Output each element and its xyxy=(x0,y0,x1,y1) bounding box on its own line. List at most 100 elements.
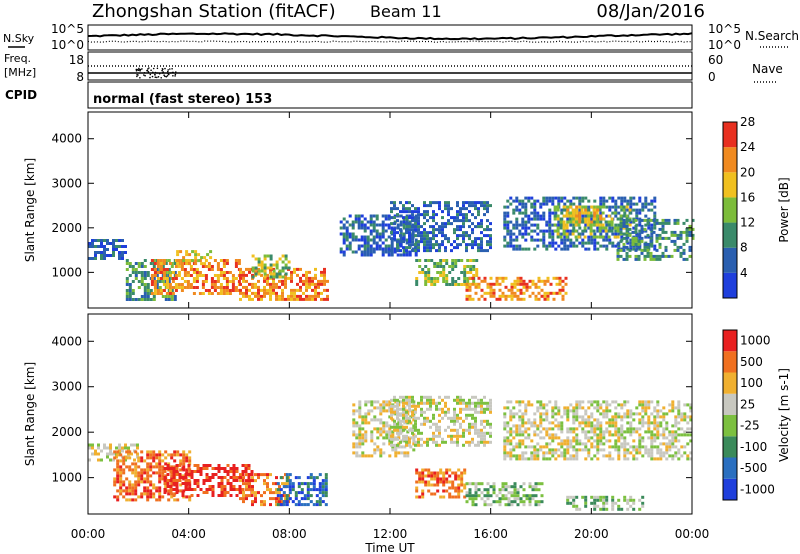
echo-cell xyxy=(106,254,109,257)
echo-cell xyxy=(128,274,132,277)
echo-cell xyxy=(396,404,399,408)
echo-cell xyxy=(605,406,609,410)
echo-cell xyxy=(671,430,675,434)
echo-cell xyxy=(171,286,175,289)
echo-cell xyxy=(486,240,489,244)
echo-cell xyxy=(175,482,179,485)
echo-cell xyxy=(556,217,560,221)
echo-cell xyxy=(563,409,567,413)
echo-cell xyxy=(408,443,411,447)
echo-cell xyxy=(525,282,529,286)
echo-cell xyxy=(587,226,591,230)
echo-cell xyxy=(209,250,213,254)
echo-cell xyxy=(257,288,260,292)
echo-cell xyxy=(581,430,585,434)
echo-cell xyxy=(477,276,481,280)
echo-cell xyxy=(94,449,97,453)
echo-cell xyxy=(566,247,570,251)
echo-cell xyxy=(248,270,251,274)
echo-cell xyxy=(402,407,405,411)
echo-cell xyxy=(376,406,380,410)
echo-cell xyxy=(293,270,296,274)
echo-cell xyxy=(254,285,257,289)
echo-cell xyxy=(263,263,267,267)
echo-cell xyxy=(572,409,576,413)
echo-cell xyxy=(204,280,208,283)
echo-cell xyxy=(563,244,567,248)
echo-cell xyxy=(626,241,630,245)
echo-cell xyxy=(617,451,621,455)
echo-cell xyxy=(512,244,516,248)
echo-cell xyxy=(390,407,393,411)
echo-cell xyxy=(396,240,399,244)
echo-cell xyxy=(358,436,362,440)
echo-cell xyxy=(635,427,639,431)
echo-cell xyxy=(584,418,588,422)
echo-cell xyxy=(578,442,582,446)
echo-cell xyxy=(225,286,229,289)
nave-dip-point xyxy=(164,75,166,78)
echo-cell xyxy=(379,454,383,458)
echo-cell xyxy=(134,462,138,466)
echo-cell xyxy=(566,445,570,449)
echo-cell xyxy=(248,488,251,492)
echo-cell xyxy=(171,280,175,283)
echo-cell xyxy=(291,485,295,489)
echo-cell xyxy=(424,274,428,277)
echo-cell xyxy=(575,238,579,242)
echo-cell xyxy=(442,471,446,475)
echo-cell xyxy=(483,279,487,283)
echo-cell xyxy=(158,462,162,466)
echo-cell xyxy=(411,204,414,208)
echo-cell xyxy=(646,242,650,246)
echo-cell xyxy=(116,474,120,478)
echo-cell xyxy=(650,436,654,440)
echo-cell xyxy=(355,436,359,440)
echo-cell xyxy=(357,247,361,251)
echo-cell xyxy=(355,442,359,446)
noise-tick-low-left: 10^0 xyxy=(51,38,84,52)
echo-cell xyxy=(320,282,323,286)
echo-cell xyxy=(441,440,444,444)
echo-cell xyxy=(314,285,317,289)
echo-cell xyxy=(451,483,455,487)
echo-cell xyxy=(408,225,411,229)
echo-cell xyxy=(632,196,636,200)
echo-cell xyxy=(534,485,538,489)
echo-cell xyxy=(146,480,150,484)
echo-cell xyxy=(682,257,686,261)
echo-cell xyxy=(242,497,245,501)
echo-cell xyxy=(679,254,683,258)
echo-cell xyxy=(275,291,278,295)
echo-cell xyxy=(146,471,150,475)
echo-region-6 xyxy=(352,400,416,458)
echo-cell xyxy=(257,297,260,301)
echo-cell xyxy=(263,269,267,273)
echo-cell xyxy=(150,277,154,280)
echo-cell xyxy=(445,277,449,280)
echo-cell xyxy=(566,199,570,203)
echo-cell xyxy=(562,205,566,209)
echo-cell xyxy=(518,247,522,251)
echo-cell xyxy=(649,242,653,246)
colorbar-tick-label: 16 xyxy=(740,190,755,204)
echo-cell xyxy=(584,217,588,221)
echo-cell xyxy=(477,494,481,498)
echo-cell xyxy=(412,400,416,404)
echo-cell xyxy=(498,297,502,301)
echo-cell xyxy=(170,456,174,460)
echo-cell xyxy=(656,424,660,428)
echo-cell xyxy=(565,211,569,215)
echo-cell xyxy=(408,240,411,244)
echo-cell xyxy=(605,412,609,416)
echo-cell xyxy=(318,503,322,507)
echo-cell xyxy=(477,482,481,486)
echo-cell xyxy=(557,412,561,416)
echo-cell xyxy=(506,406,510,410)
echo-cell xyxy=(211,488,215,491)
echo-cell xyxy=(420,234,423,238)
echo-cell xyxy=(557,424,561,428)
nave-dip-point xyxy=(161,68,164,70)
echo-cell xyxy=(483,494,487,498)
echo-cell xyxy=(127,452,130,456)
